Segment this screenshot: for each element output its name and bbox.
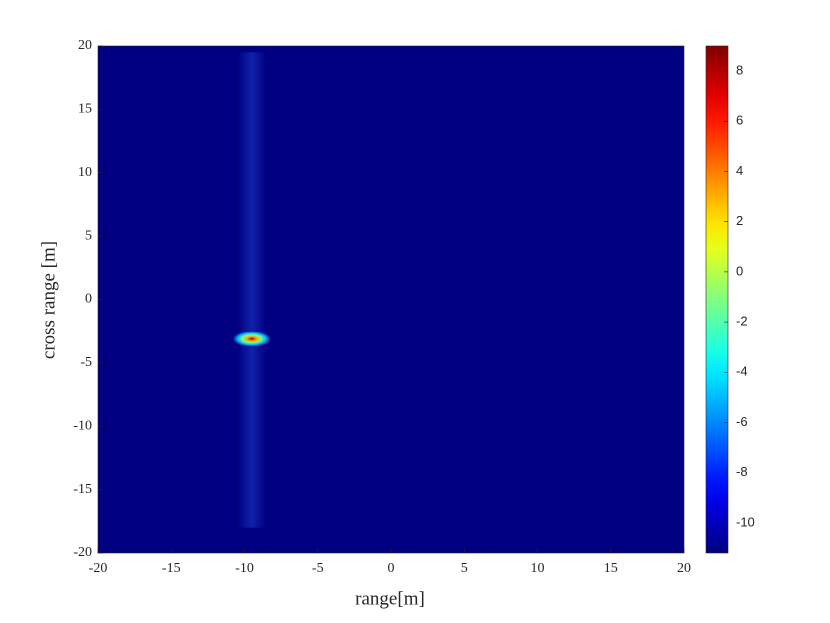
y-axis-label: cross range [m] <box>38 241 59 359</box>
y-tick-label: -15 <box>73 482 92 497</box>
y-tick-label: 15 <box>78 102 92 117</box>
x-tick-label: 0 <box>388 561 395 576</box>
y-tick-label: -5 <box>80 355 92 370</box>
colorbar-tick-label: -10 <box>736 514 755 529</box>
colorbar-tick-label: 4 <box>736 163 743 178</box>
x-tick-label: 10 <box>531 561 545 576</box>
colorbar-tick-label: 8 <box>736 63 743 78</box>
colorbar-tick-label: -8 <box>736 464 748 479</box>
colorbar <box>705 45 729 554</box>
streak <box>237 52 266 528</box>
y-tick-label: -10 <box>73 418 92 433</box>
x-tick-label: -10 <box>235 561 254 576</box>
colorbar-tick-label: 6 <box>736 113 743 128</box>
colorbar-tick-label: 2 <box>736 213 743 228</box>
y-tick-label: 20 <box>78 38 92 53</box>
x-tick-label: -5 <box>312 561 324 576</box>
y-tick-label: -20 <box>73 545 92 560</box>
y-tick-label: 10 <box>78 165 92 180</box>
colorbar-tick-label: -6 <box>736 414 748 429</box>
x-tick-label: -20 <box>89 561 108 576</box>
x-tick-label: 20 <box>677 561 691 576</box>
x-tick-label: 5 <box>461 561 468 576</box>
y-tick-label: 5 <box>85 228 92 243</box>
target-spot <box>232 330 271 347</box>
colorbar-tick-label: -2 <box>736 314 748 329</box>
x-tick-label: -15 <box>162 561 181 576</box>
x-tick-label: 15 <box>604 561 618 576</box>
heatmap-background <box>98 46 684 553</box>
y-tick-label: 0 <box>85 292 92 307</box>
colorbar-tick-label: 0 <box>736 263 743 278</box>
colorbar-tick-label: -4 <box>736 364 748 379</box>
x-axis-label: range[m] <box>355 588 425 609</box>
